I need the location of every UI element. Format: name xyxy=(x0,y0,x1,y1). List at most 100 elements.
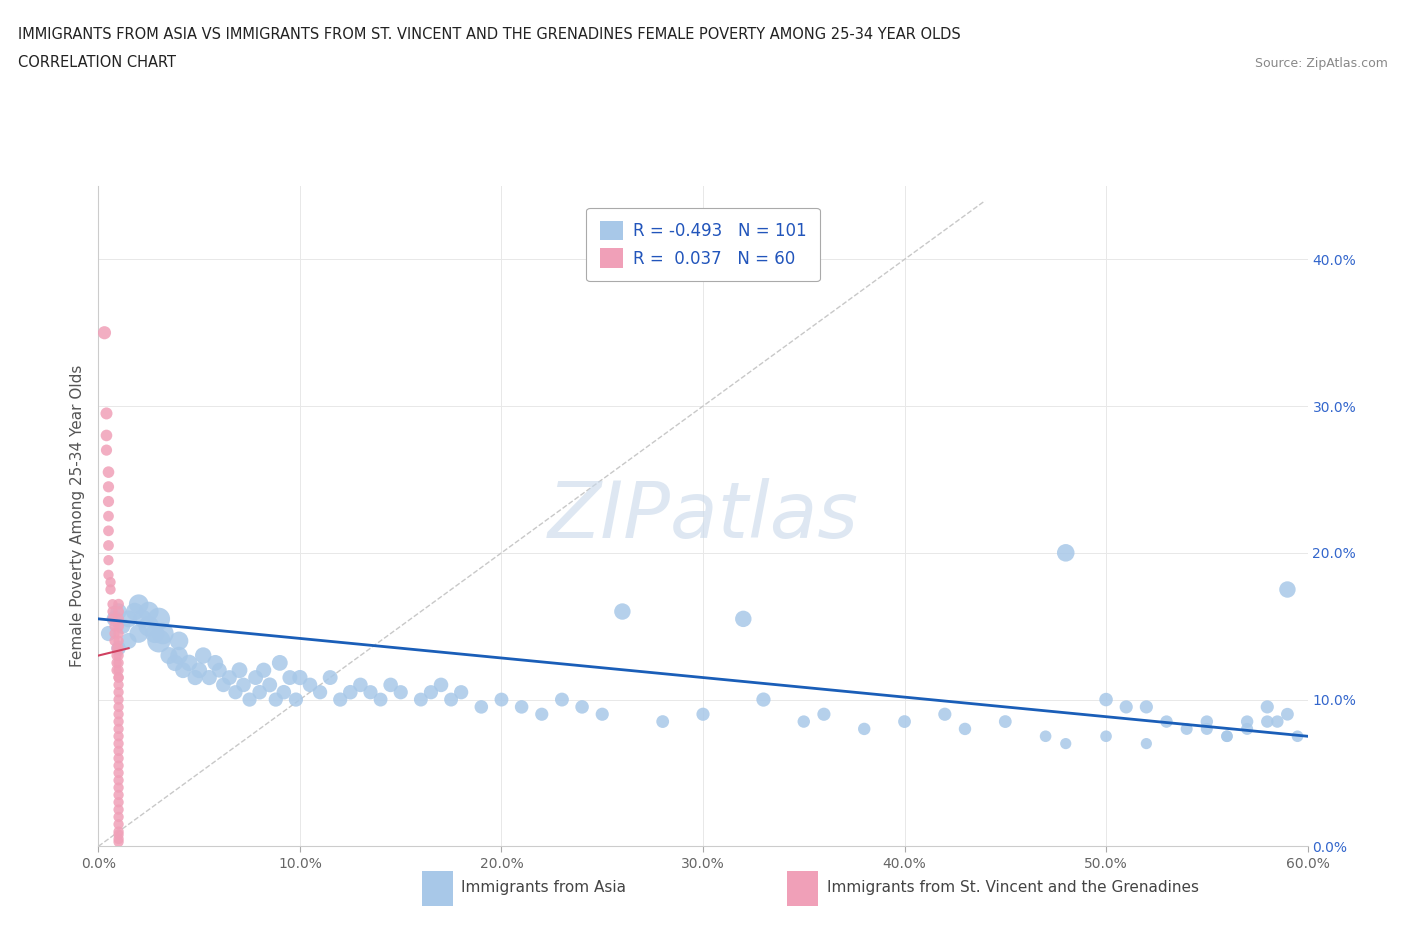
Point xyxy=(1277,707,1299,722)
Point xyxy=(107,648,129,663)
Point xyxy=(1115,699,1137,714)
Point xyxy=(591,707,613,722)
Point xyxy=(103,626,125,641)
Point xyxy=(128,597,150,612)
Point xyxy=(245,671,267,685)
Point xyxy=(107,641,129,656)
Point xyxy=(111,618,134,633)
Point xyxy=(218,671,240,685)
Point xyxy=(107,604,129,619)
Point xyxy=(107,765,129,780)
Point xyxy=(893,714,915,729)
Point xyxy=(93,326,115,340)
Text: Source: ZipAtlas.com: Source: ZipAtlas.com xyxy=(1254,57,1388,70)
Point xyxy=(138,618,160,633)
Point xyxy=(269,656,291,671)
Bar xyxy=(422,870,453,906)
Point xyxy=(329,692,352,707)
Text: Immigrants from Asia: Immigrants from Asia xyxy=(461,880,626,895)
Point xyxy=(249,684,271,699)
Point xyxy=(420,684,443,699)
Point xyxy=(100,582,122,597)
Point xyxy=(651,714,673,729)
Point xyxy=(107,743,129,758)
Point xyxy=(97,465,120,480)
Point xyxy=(409,692,432,707)
Point xyxy=(470,699,492,714)
Point xyxy=(107,714,129,729)
Point xyxy=(107,707,129,722)
Point xyxy=(107,773,129,788)
Point xyxy=(273,684,295,699)
Point xyxy=(107,641,129,656)
Point xyxy=(107,604,129,619)
Point xyxy=(1256,714,1278,729)
Point xyxy=(101,611,124,626)
Point xyxy=(107,684,129,699)
Point xyxy=(101,597,124,612)
Point xyxy=(107,795,129,810)
Point xyxy=(1236,722,1258,737)
Point xyxy=(1267,714,1289,729)
Point xyxy=(172,663,194,678)
Point xyxy=(107,618,129,633)
Point xyxy=(107,824,129,839)
Point xyxy=(232,677,254,692)
Point xyxy=(107,663,129,678)
Point xyxy=(692,707,714,722)
Point xyxy=(994,714,1017,729)
Point xyxy=(152,626,174,641)
Point xyxy=(96,443,118,458)
Point xyxy=(1035,729,1057,744)
Point xyxy=(288,671,311,685)
Point xyxy=(299,677,322,692)
Point xyxy=(138,604,160,619)
Point xyxy=(319,671,342,685)
Point xyxy=(934,707,956,722)
Point xyxy=(97,538,120,553)
Point xyxy=(107,809,129,824)
Point xyxy=(612,604,634,619)
Point xyxy=(1236,714,1258,729)
Text: IMMIGRANTS FROM ASIA VS IMMIGRANTS FROM ST. VINCENT AND THE GRENADINES FEMALE PO: IMMIGRANTS FROM ASIA VS IMMIGRANTS FROM … xyxy=(18,27,962,42)
Point xyxy=(97,524,120,538)
Point xyxy=(107,758,129,773)
Point xyxy=(103,618,125,633)
Point xyxy=(264,692,287,707)
Point xyxy=(204,656,226,671)
Point xyxy=(440,692,463,707)
Point xyxy=(124,604,146,619)
Point xyxy=(953,722,976,737)
Point xyxy=(450,684,472,699)
Point xyxy=(97,567,120,582)
Point xyxy=(813,707,835,722)
Point xyxy=(128,626,150,641)
Point xyxy=(107,831,129,846)
Point xyxy=(105,641,128,656)
Point xyxy=(96,428,118,443)
Point xyxy=(107,803,129,817)
Point xyxy=(107,677,129,692)
Point xyxy=(107,671,129,685)
Point xyxy=(143,626,166,641)
Point xyxy=(1095,729,1118,744)
Point xyxy=(100,575,122,590)
Point xyxy=(1195,722,1218,737)
Point xyxy=(105,648,128,663)
Point xyxy=(430,677,453,692)
Point xyxy=(107,611,129,626)
Point xyxy=(1156,714,1178,729)
Point xyxy=(253,663,276,678)
Point xyxy=(97,509,120,524)
Point xyxy=(118,611,141,626)
Point xyxy=(107,751,129,765)
Point xyxy=(148,633,170,648)
Bar xyxy=(787,870,818,906)
Point xyxy=(97,552,120,567)
Point xyxy=(853,722,876,737)
Point xyxy=(259,677,281,692)
Point xyxy=(107,722,129,737)
Point xyxy=(1277,582,1299,597)
Point xyxy=(107,656,129,671)
Point xyxy=(309,684,332,699)
